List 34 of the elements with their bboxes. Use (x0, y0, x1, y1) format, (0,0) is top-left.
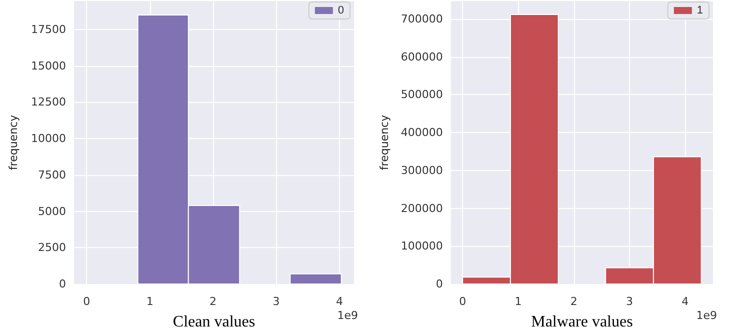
y-tick-label: 0 (436, 278, 443, 290)
x-tick-label: 2 (210, 295, 217, 308)
y-tick-label: 500000 (400, 88, 443, 102)
x-tick-label: 4 (682, 295, 689, 308)
text: 1e9 (696, 309, 717, 322)
x-tick-label: 4 (336, 295, 343, 308)
x-tick-label: 1 (146, 295, 154, 308)
y-tick-label: 200000 (400, 202, 443, 215)
x-axis-title: Clean values (172, 314, 256, 330)
y-tick-label: 5000 (38, 204, 66, 218)
y-tick-label: 400000 (400, 126, 443, 140)
y-axis-title: frequency (378, 114, 391, 170)
x-tick-label: 0 (83, 295, 90, 308)
x-axis-title: Malware values (531, 314, 633, 330)
y-tick-label: 0 (59, 278, 66, 290)
legend-label: 0 (338, 4, 344, 16)
y-tick-label: 17500 (31, 23, 66, 36)
y-tick-label: 700000 (400, 12, 443, 26)
y-tick-label: 12500 (31, 96, 66, 109)
y-tick-label: 2500 (38, 241, 66, 254)
text: 1e9 (337, 309, 358, 322)
x-tick-label: 3 (272, 295, 280, 308)
x-tick-label: 1 (514, 295, 522, 308)
y-tick-label: 100000 (400, 240, 443, 253)
legend-label: 1 (696, 4, 704, 16)
y-tick-label: 15000 (31, 59, 66, 72)
y-tick-label: 300000 (400, 164, 443, 177)
y-tick-label: 600000 (400, 50, 443, 64)
x-tick-label: 0 (459, 295, 466, 308)
y-tick-label: 7500 (38, 168, 66, 182)
x-tick-label: 2 (570, 295, 578, 308)
y-tick-label: 10000 (31, 132, 66, 146)
x-tick-label: 3 (626, 295, 634, 308)
y-axis-title: frequency (7, 114, 20, 170)
